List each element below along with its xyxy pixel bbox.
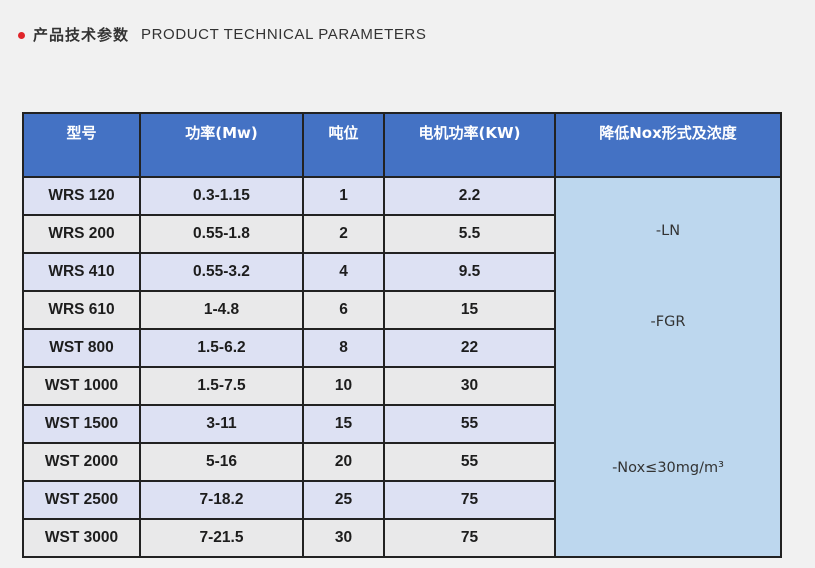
col-header-power: 功率(Mw) [139, 112, 304, 178]
cell-tonnage: 4 [302, 252, 385, 292]
cell-model: WST 2000 [22, 442, 141, 482]
cell-model: WRS 200 [22, 214, 141, 254]
cell-tonnage: 25 [302, 480, 385, 520]
cell-model: WRS 410 [22, 252, 141, 292]
cell-model: WST 800 [22, 328, 141, 368]
cell-power: 0.55-1.8 [139, 214, 304, 254]
cell-model: WST 3000 [22, 518, 141, 558]
table-row: WRS 200 0.55-1.8 2 5.5 [22, 214, 781, 254]
cell-power: 1.5-6.2 [139, 328, 304, 368]
table-row: WST 2500 7-18.2 25 75 [22, 480, 781, 520]
table-row: WST 2000 5-16 20 55 [22, 442, 781, 482]
table-row: WRS 410 0.55-3.2 4 9.5 [22, 252, 781, 292]
cell-power: 0.55-3.2 [139, 252, 304, 292]
table-header-row: 型号 功率(Mw) 吨位 电机功率(KW) 降低Nox形式及浓度 [22, 112, 782, 178]
cell-tonnage: 10 [302, 366, 385, 406]
cell-motor-power: 75 [383, 518, 556, 558]
cell-tonnage: 30 [302, 518, 385, 558]
technical-parameters-table: 型号 功率(Mw) 吨位 电机功率(KW) 降低Nox形式及浓度 WRS 120… [22, 112, 782, 558]
cell-power: 5-16 [139, 442, 304, 482]
nox-method-fgr: -FGR [650, 314, 686, 330]
cell-motor-power: 75 [383, 480, 556, 520]
section-title: 产品技术参数 PRODUCT TECHNICAL PARAMETERS [18, 23, 426, 45]
cell-power: 1-4.8 [139, 290, 304, 330]
table-row: WST 1500 3-11 15 55 [22, 404, 781, 444]
cell-power: 0.3-1.15 [139, 176, 304, 216]
col-header-tonnage: 吨位 [302, 112, 385, 178]
cell-tonnage: 20 [302, 442, 385, 482]
section-title-en: PRODUCT TECHNICAL PARAMETERS [141, 25, 427, 43]
cell-motor-power: 5.5 [383, 214, 556, 254]
cell-model: WST 1000 [22, 366, 141, 406]
cell-power: 1.5-7.5 [139, 366, 304, 406]
cell-tonnage: 15 [302, 404, 385, 444]
cell-tonnage: 6 [302, 290, 385, 330]
cell-motor-power: 30 [383, 366, 556, 406]
col-header-nox-method: 降低Nox形式及浓度 [554, 112, 782, 178]
nox-method-ln: -LN [655, 223, 681, 239]
red-dot-icon [18, 31, 25, 39]
cell-power: 7-18.2 [139, 480, 304, 520]
cell-tonnage: 2 [302, 214, 385, 254]
cell-motor-power: 15 [383, 290, 556, 330]
cell-power: 7-21.5 [139, 518, 304, 558]
table-row: WST 1000 1.5-7.5 10 30 [22, 366, 781, 406]
cell-model: WRS 610 [22, 290, 141, 330]
cell-motor-power: 2.2 [383, 176, 556, 216]
cell-motor-power: 9.5 [383, 252, 556, 292]
cell-model: WST 2500 [22, 480, 141, 520]
cell-model: WST 1500 [22, 404, 141, 444]
nox-concentration: -Nox≤30mg/m³ [612, 460, 724, 476]
cell-motor-power: 22 [383, 328, 556, 368]
nox-method-cell: -LN -FGR -Nox≤30mg/m³ [554, 176, 782, 558]
col-header-motor-power: 电机功率(KW) [383, 112, 556, 178]
table-row: WRS 120 0.3-1.15 1 2.2 -LN -FGR -Nox≤30m… [22, 176, 782, 558]
cell-tonnage: 1 [302, 176, 385, 216]
table-row: WRS 610 1-4.8 6 15 [22, 290, 781, 330]
cell-power: 3-11 [139, 404, 304, 444]
cell-model: WRS 120 [22, 176, 141, 216]
col-header-model: 型号 [22, 112, 141, 178]
table-row: WST 800 1.5-6.2 8 22 [22, 328, 781, 368]
cell-tonnage: 8 [302, 328, 385, 368]
cell-motor-power: 55 [383, 442, 556, 482]
table-row: WST 3000 7-21.5 30 75 [22, 518, 781, 558]
cell-motor-power: 55 [383, 404, 556, 444]
section-title-cn: 产品技术参数 [33, 25, 130, 44]
